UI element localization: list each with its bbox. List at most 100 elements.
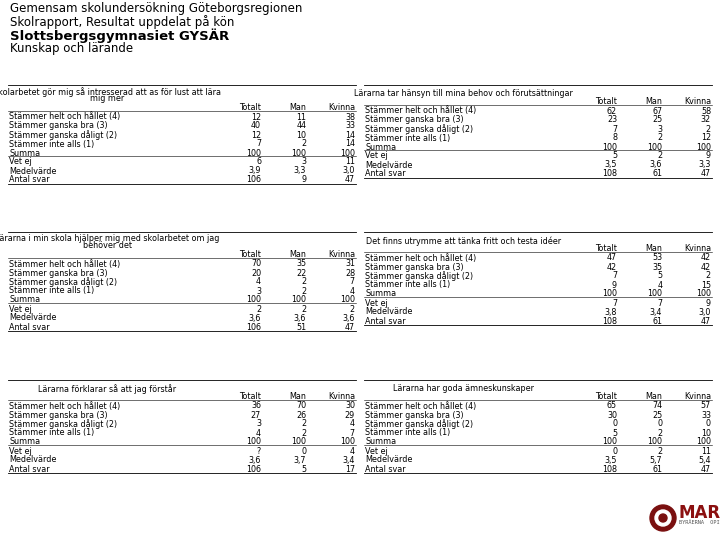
Text: 108: 108 — [602, 464, 617, 474]
Text: Stämmer ganska dåligt (2): Stämmer ganska dåligt (2) — [9, 131, 117, 140]
Text: Man: Man — [645, 392, 662, 401]
Text: 47: 47 — [607, 253, 617, 262]
Circle shape — [655, 510, 671, 526]
Text: 17: 17 — [345, 464, 355, 474]
Text: Antal svar: Antal svar — [9, 176, 50, 185]
Text: Stämmer ganska dåligt (2): Stämmer ganska dåligt (2) — [365, 125, 473, 134]
Text: 12: 12 — [701, 133, 711, 143]
Text: 3,6: 3,6 — [248, 456, 261, 464]
Text: Medelvärde: Medelvärde — [9, 314, 56, 322]
Text: 5: 5 — [612, 429, 617, 437]
Text: 100: 100 — [602, 143, 617, 152]
Text: 7: 7 — [612, 299, 617, 307]
Text: 9: 9 — [706, 152, 711, 160]
Text: 12: 12 — [251, 112, 261, 122]
Text: Man: Man — [645, 97, 662, 106]
Text: Kvinna: Kvinna — [684, 97, 711, 106]
Text: 108: 108 — [602, 170, 617, 179]
Text: Vet ej: Vet ej — [365, 447, 388, 456]
Text: 3,4: 3,4 — [650, 307, 662, 316]
Text: 100: 100 — [340, 148, 355, 158]
Text: 5: 5 — [301, 464, 306, 474]
Text: Summa: Summa — [365, 143, 396, 152]
Text: Stämmer ganska bra (3): Stämmer ganska bra (3) — [9, 410, 107, 420]
Text: Summa: Summa — [9, 437, 40, 447]
Text: 31: 31 — [345, 260, 355, 268]
Text: 7: 7 — [612, 125, 617, 133]
Text: 3,5: 3,5 — [605, 456, 617, 464]
Text: 100: 100 — [292, 437, 306, 447]
Text: 47: 47 — [345, 176, 355, 185]
Text: 61: 61 — [652, 316, 662, 326]
Text: 3: 3 — [256, 287, 261, 295]
Text: 3,6: 3,6 — [294, 314, 306, 322]
Text: 5: 5 — [612, 152, 617, 160]
Text: 100: 100 — [340, 437, 355, 447]
Text: Stämmer ganska bra (3): Stämmer ganska bra (3) — [365, 410, 464, 420]
Text: Stämmer inte alls (1): Stämmer inte alls (1) — [9, 139, 94, 148]
Text: 9: 9 — [706, 299, 711, 307]
Text: Stämmer ganska dåligt (2): Stämmer ganska dåligt (2) — [9, 278, 117, 287]
Text: Totalt: Totalt — [239, 250, 261, 259]
Text: Medelvärde: Medelvärde — [9, 166, 56, 176]
Text: Det finns utrymme att tänka fritt och testa idéer: Det finns utrymme att tänka fritt och te… — [366, 236, 561, 246]
Text: 2: 2 — [256, 305, 261, 314]
Text: 2: 2 — [301, 429, 306, 437]
Text: Kunskap och lärande: Kunskap och lärande — [10, 42, 133, 55]
Text: 70: 70 — [251, 260, 261, 268]
Text: 100: 100 — [246, 148, 261, 158]
Text: Summa: Summa — [9, 148, 40, 158]
Text: Stämmer helt och hållet (4): Stämmer helt och hållet (4) — [9, 260, 120, 268]
Text: Stämmer ganska bra (3): Stämmer ganska bra (3) — [9, 122, 107, 131]
Text: mig mer: mig mer — [90, 94, 125, 103]
Text: 32: 32 — [701, 116, 711, 125]
Text: 35: 35 — [296, 260, 306, 268]
Text: 5,7: 5,7 — [649, 456, 662, 464]
Text: 2: 2 — [301, 139, 306, 148]
Text: Vet ej: Vet ej — [9, 305, 32, 314]
Text: 100: 100 — [696, 143, 711, 152]
Text: 2: 2 — [657, 133, 662, 143]
Text: Kvinna: Kvinna — [684, 392, 711, 401]
Text: 42: 42 — [701, 253, 711, 262]
Text: 9: 9 — [612, 280, 617, 289]
Text: 35: 35 — [652, 262, 662, 272]
Text: 20: 20 — [251, 268, 261, 278]
Text: 2: 2 — [657, 152, 662, 160]
Text: Stämmer ganska bra (3): Stämmer ganska bra (3) — [365, 116, 464, 125]
Text: MARKÖR: MARKÖR — [679, 504, 720, 522]
Text: Stämmer inte alls (1): Stämmer inte alls (1) — [9, 287, 94, 295]
Text: 14: 14 — [345, 139, 355, 148]
Text: Slottsbergsgymnasiet GYSÄR: Slottsbergsgymnasiet GYSÄR — [10, 28, 229, 43]
Text: Lärarna har goda ämneskunskaper: Lärarna har goda ämneskunskaper — [392, 384, 534, 393]
Text: Kvinna: Kvinna — [328, 392, 355, 401]
Text: 25: 25 — [652, 116, 662, 125]
Text: 47: 47 — [701, 170, 711, 179]
Text: Vet ej: Vet ej — [365, 299, 388, 307]
Text: 2: 2 — [301, 305, 306, 314]
Text: 106: 106 — [246, 464, 261, 474]
Text: Stämmer ganska bra (3): Stämmer ganska bra (3) — [9, 268, 107, 278]
Text: 2: 2 — [706, 125, 711, 133]
Text: 33: 33 — [701, 410, 711, 420]
Text: Antal svar: Antal svar — [365, 464, 405, 474]
Text: 3: 3 — [657, 125, 662, 133]
Text: 4: 4 — [256, 429, 261, 437]
Text: Kvinna: Kvinna — [328, 250, 355, 259]
Text: Vet ej: Vet ej — [9, 158, 32, 166]
Text: 47: 47 — [345, 322, 355, 332]
Text: 4: 4 — [256, 278, 261, 287]
Text: 26: 26 — [296, 410, 306, 420]
Text: 3,8: 3,8 — [605, 307, 617, 316]
Circle shape — [650, 505, 676, 531]
Text: Man: Man — [289, 103, 306, 112]
Text: Stämmer ganska dåligt (2): Stämmer ganska dåligt (2) — [365, 272, 473, 281]
Text: 4: 4 — [657, 280, 662, 289]
Text: 0: 0 — [657, 420, 662, 429]
Text: 4: 4 — [350, 420, 355, 429]
Text: 3,4: 3,4 — [343, 456, 355, 464]
Text: 47: 47 — [701, 464, 711, 474]
Text: Stämmer helt och hållet (4): Stämmer helt och hållet (4) — [365, 402, 476, 410]
Text: Summa: Summa — [9, 295, 40, 305]
Text: 9: 9 — [301, 176, 306, 185]
